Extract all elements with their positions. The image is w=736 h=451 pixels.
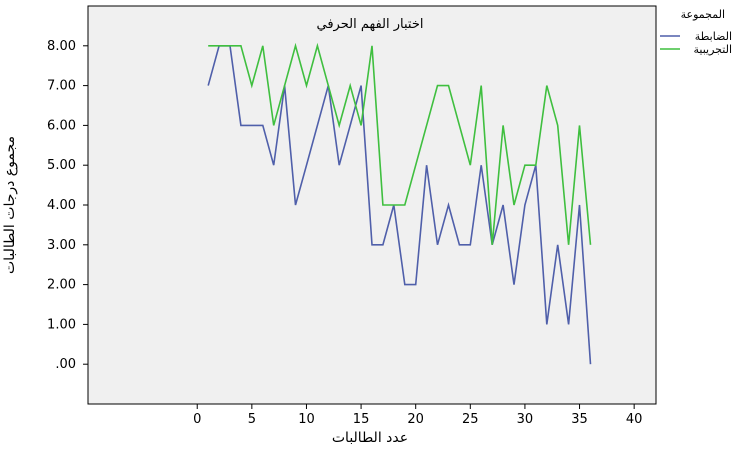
x-tick-label: 10 [298,412,315,427]
y-tick-label: 2.00 [47,278,76,293]
series-layer [207,42,592,365]
plot-area [87,5,657,405]
y-axis-title: مجموع درجات الطالبات [2,136,18,274]
y-tick-label: 8.00 [47,39,76,54]
x-axis-title: عدد الطالبات [332,430,408,446]
y-tick-label: 5.00 [47,158,76,173]
y-tick-label: 7.00 [47,79,76,94]
x-tick-label: 20 [407,412,424,427]
x-tick-label: 0 [193,412,201,427]
x-tick-label: 5 [248,412,256,427]
y-tick-label: 1.00 [47,317,76,332]
y-tick-label: .00 [55,357,76,372]
y-tick-label: 3.00 [47,238,76,253]
x-tick-label: 15 [353,412,370,427]
x-tick-label: 30 [517,412,534,427]
y-tick-label: 6.00 [47,118,76,133]
legend-title: المجموعة [681,8,725,21]
series-line-experimental [208,42,592,245]
x-tick-label: 40 [626,412,643,427]
legend-label: التجريبية [694,43,733,56]
chart-title: اختبار الفهم الحرفي [317,17,424,32]
axes: 0 5 10 15 20 25 30 35 40 .00 1.00 2.00 3.00 4.00 5.00 6… [47,39,642,427]
legend-label: الضابطة [695,30,732,43]
x-tick-label: 35 [571,412,588,427]
y-tick-label: 4.00 [47,198,76,213]
x-tick-label: 25 [462,412,479,427]
series-line-control [207,44,592,365]
